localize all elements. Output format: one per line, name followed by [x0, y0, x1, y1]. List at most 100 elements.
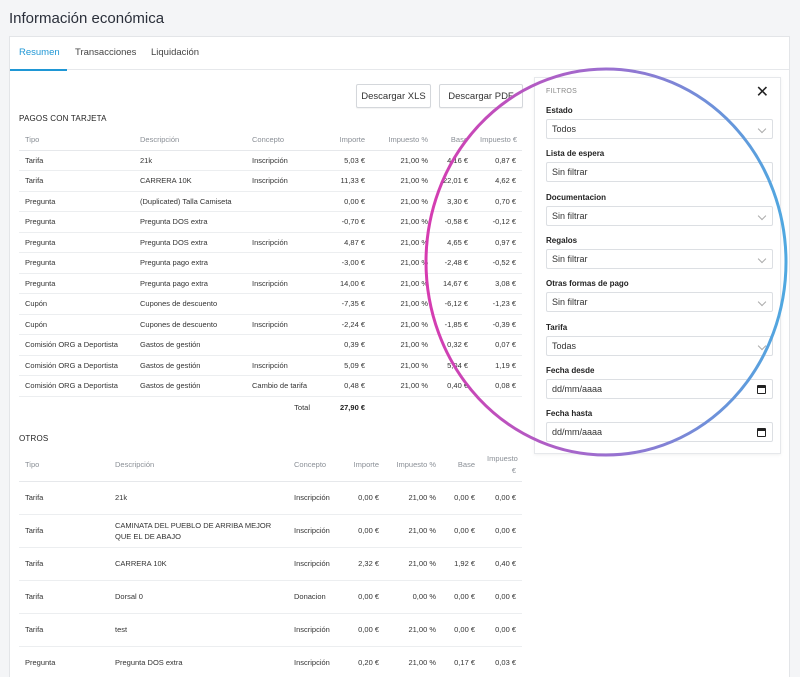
cell-amount: 0,39 € [316, 334, 371, 356]
filter-date-fecha-desde[interactable]: dd/mm/aaaa [546, 378, 773, 399]
cell-concept: Inscripción [246, 273, 316, 294]
cell-concept [246, 293, 316, 315]
cell-amount: -0,70 € [316, 211, 371, 233]
cell-description: Cupones de descuento [134, 314, 246, 335]
cell-amount: 0,00 € [316, 191, 371, 212]
table-row: Tarifa CARRERA 10K Inscripción 11,33 €21,00… [19, 170, 522, 192]
cell-tax-rate: 21,00 % [385, 613, 442, 647]
cell-tax: 0,00 € [481, 481, 522, 515]
card-payments-header-tax: Impuesto € [474, 130, 522, 151]
tab-resumen[interactable]: Resumen [19, 47, 60, 58]
table-row: Pregunta Pregunta DOS extra -0,70 €21,00 %… [19, 211, 522, 233]
cell-tax-rate: 21,00 % [371, 314, 434, 335]
cell-tax: -0,12 € [474, 211, 522, 233]
others-title: OTROS [19, 434, 49, 443]
cell-type: Pregunta [19, 646, 109, 677]
cell-tax: 0,07 € [474, 334, 522, 356]
cell-type: Cupón [19, 293, 134, 315]
total-label: Total [294, 402, 310, 412]
filters-title: FILTROS [546, 88, 578, 95]
calendar-icon[interactable] [757, 428, 766, 438]
filter-input-lista-de-espera[interactable]: Sin filtrar [546, 162, 773, 183]
filter-label-regalos: Regalos [546, 235, 578, 245]
cell-description: 21k [134, 150, 246, 171]
table-row: Tarifa 21k Inscripción 5,03 €21,00 % 4,16 €0… [19, 150, 522, 171]
filter-value: Todas [552, 340, 577, 351]
filter-select-estado[interactable]: Todos [546, 119, 773, 139]
card-payments-table: Tipo Descripción Concepto Importe Impuesto %… [19, 130, 522, 418]
total-value: 27,90 € [339, 402, 365, 412]
cell-base: 0,32 € [434, 334, 474, 356]
cell-base: 0,17 € [442, 646, 481, 677]
calendar-icon[interactable] [757, 384, 766, 394]
chevron-down-icon [757, 211, 767, 220]
cell-base: -0,58 € [434, 211, 474, 233]
cell-concept: Inscripción [246, 150, 316, 171]
filter-value: dd/mm/aaaa [552, 427, 603, 438]
cell-base: -2,48 € [434, 252, 474, 274]
empty-cell [371, 396, 434, 418]
download-pdf-button[interactable]: Descargar PDF [439, 84, 523, 108]
cell-amount: 4,87 € [316, 232, 371, 253]
chevron-down-icon [757, 297, 767, 307]
cell-amount: 0,00 € [340, 514, 385, 548]
cell-base: 1,92 € [442, 547, 481, 581]
chevron-down-icon [757, 341, 767, 350]
filter-value: Sin filtrar [552, 297, 588, 308]
cell-concept: Inscripción [288, 514, 340, 548]
filter-label-otras-formas-de-pago: Otras formas de pago [546, 279, 629, 289]
download-xls-button[interactable]: Descargar XLS [356, 84, 431, 108]
chevron-down-icon [757, 124, 767, 134]
close-icon[interactable]: ✕ [755, 84, 769, 101]
cell-concept: Inscripción [246, 355, 316, 376]
card-payments-title: PAGOS CON TARJETA [19, 114, 107, 123]
cell-base: -1,85 € [434, 314, 474, 335]
cell-type: Tarifa [19, 150, 134, 171]
cell-tax: 0,40 € [481, 547, 522, 581]
filter-select-otras-formas-de-pago[interactable]: Sin filtrar [546, 292, 773, 313]
table-row: Tarifa test Inscripción 0,00 €21,00 % 0,00 €… [19, 613, 522, 647]
filter-select-documentacion[interactable]: Sin filtrar [546, 205, 773, 226]
filters-panel: FILTROS ✕ Estado Todos Lista de espera Sin … [534, 77, 781, 454]
total-row: Total 27,90 € [19, 396, 522, 418]
cell-base: 4,65 € [434, 232, 474, 253]
cell-type: Tarifa [19, 580, 109, 614]
cell-description: Pregunta pago extra [134, 252, 246, 274]
cell-type: Pregunta [19, 191, 134, 212]
filter-select-regalos[interactable]: Sin filtrar [546, 248, 773, 269]
cell-description: Pregunta DOS extra [134, 211, 246, 233]
cell-tax: -0,52 € [474, 252, 522, 274]
cell-tax-rate: 21,00 % [371, 273, 434, 294]
cell-base: 0,00 € [442, 514, 481, 548]
filter-label-estado: Estado [546, 106, 573, 115]
cell-type: Pregunta [19, 273, 134, 294]
cell-description: Cupones de descuento [134, 293, 246, 315]
cell-description: Pregunta pago extra [134, 273, 246, 294]
cell-type: Comisión ORG a Deportista [19, 375, 134, 397]
active-tab-indicator [10, 69, 67, 71]
filter-value: dd/mm/aaaa [552, 383, 603, 394]
cell-base: 0,40 € [434, 375, 474, 397]
cell-tax: 0,87 € [474, 150, 522, 171]
tab-bar: Resumen Transacciones Liquidación [10, 37, 789, 71]
empty-cell [19, 396, 134, 418]
filter-date-fecha-hasta[interactable]: dd/mm/aaaa [546, 422, 773, 443]
tab-transacciones[interactable]: Transacciones [75, 47, 137, 58]
others-header-tax: Impuesto € [481, 449, 522, 482]
filter-select-tarifa[interactable]: Todas [546, 335, 773, 356]
cell-tax-rate: 21,00 % [371, 211, 434, 233]
cell-type: Pregunta [19, 211, 134, 233]
cell-tax-rate: 21,00 % [385, 481, 442, 515]
cell-type: Tarifa [19, 170, 134, 192]
cell-type: Tarifa [19, 514, 109, 548]
others-header-type: Tipo [19, 449, 109, 482]
filter-value: Sin filtrar [552, 167, 588, 178]
tab-liquidacion[interactable]: Liquidación [151, 47, 200, 58]
cell-amount: 0,20 € [340, 646, 385, 677]
cell-tax: -1,23 € [474, 293, 522, 315]
empty-cell [134, 396, 246, 418]
cell-tax: 0,00 € [481, 514, 522, 548]
card-payments-header-amount: Importe [316, 130, 371, 151]
cell-base: 14,67 € [434, 273, 474, 294]
card-payments-header-tax-rate: Impuesto % [371, 130, 434, 151]
